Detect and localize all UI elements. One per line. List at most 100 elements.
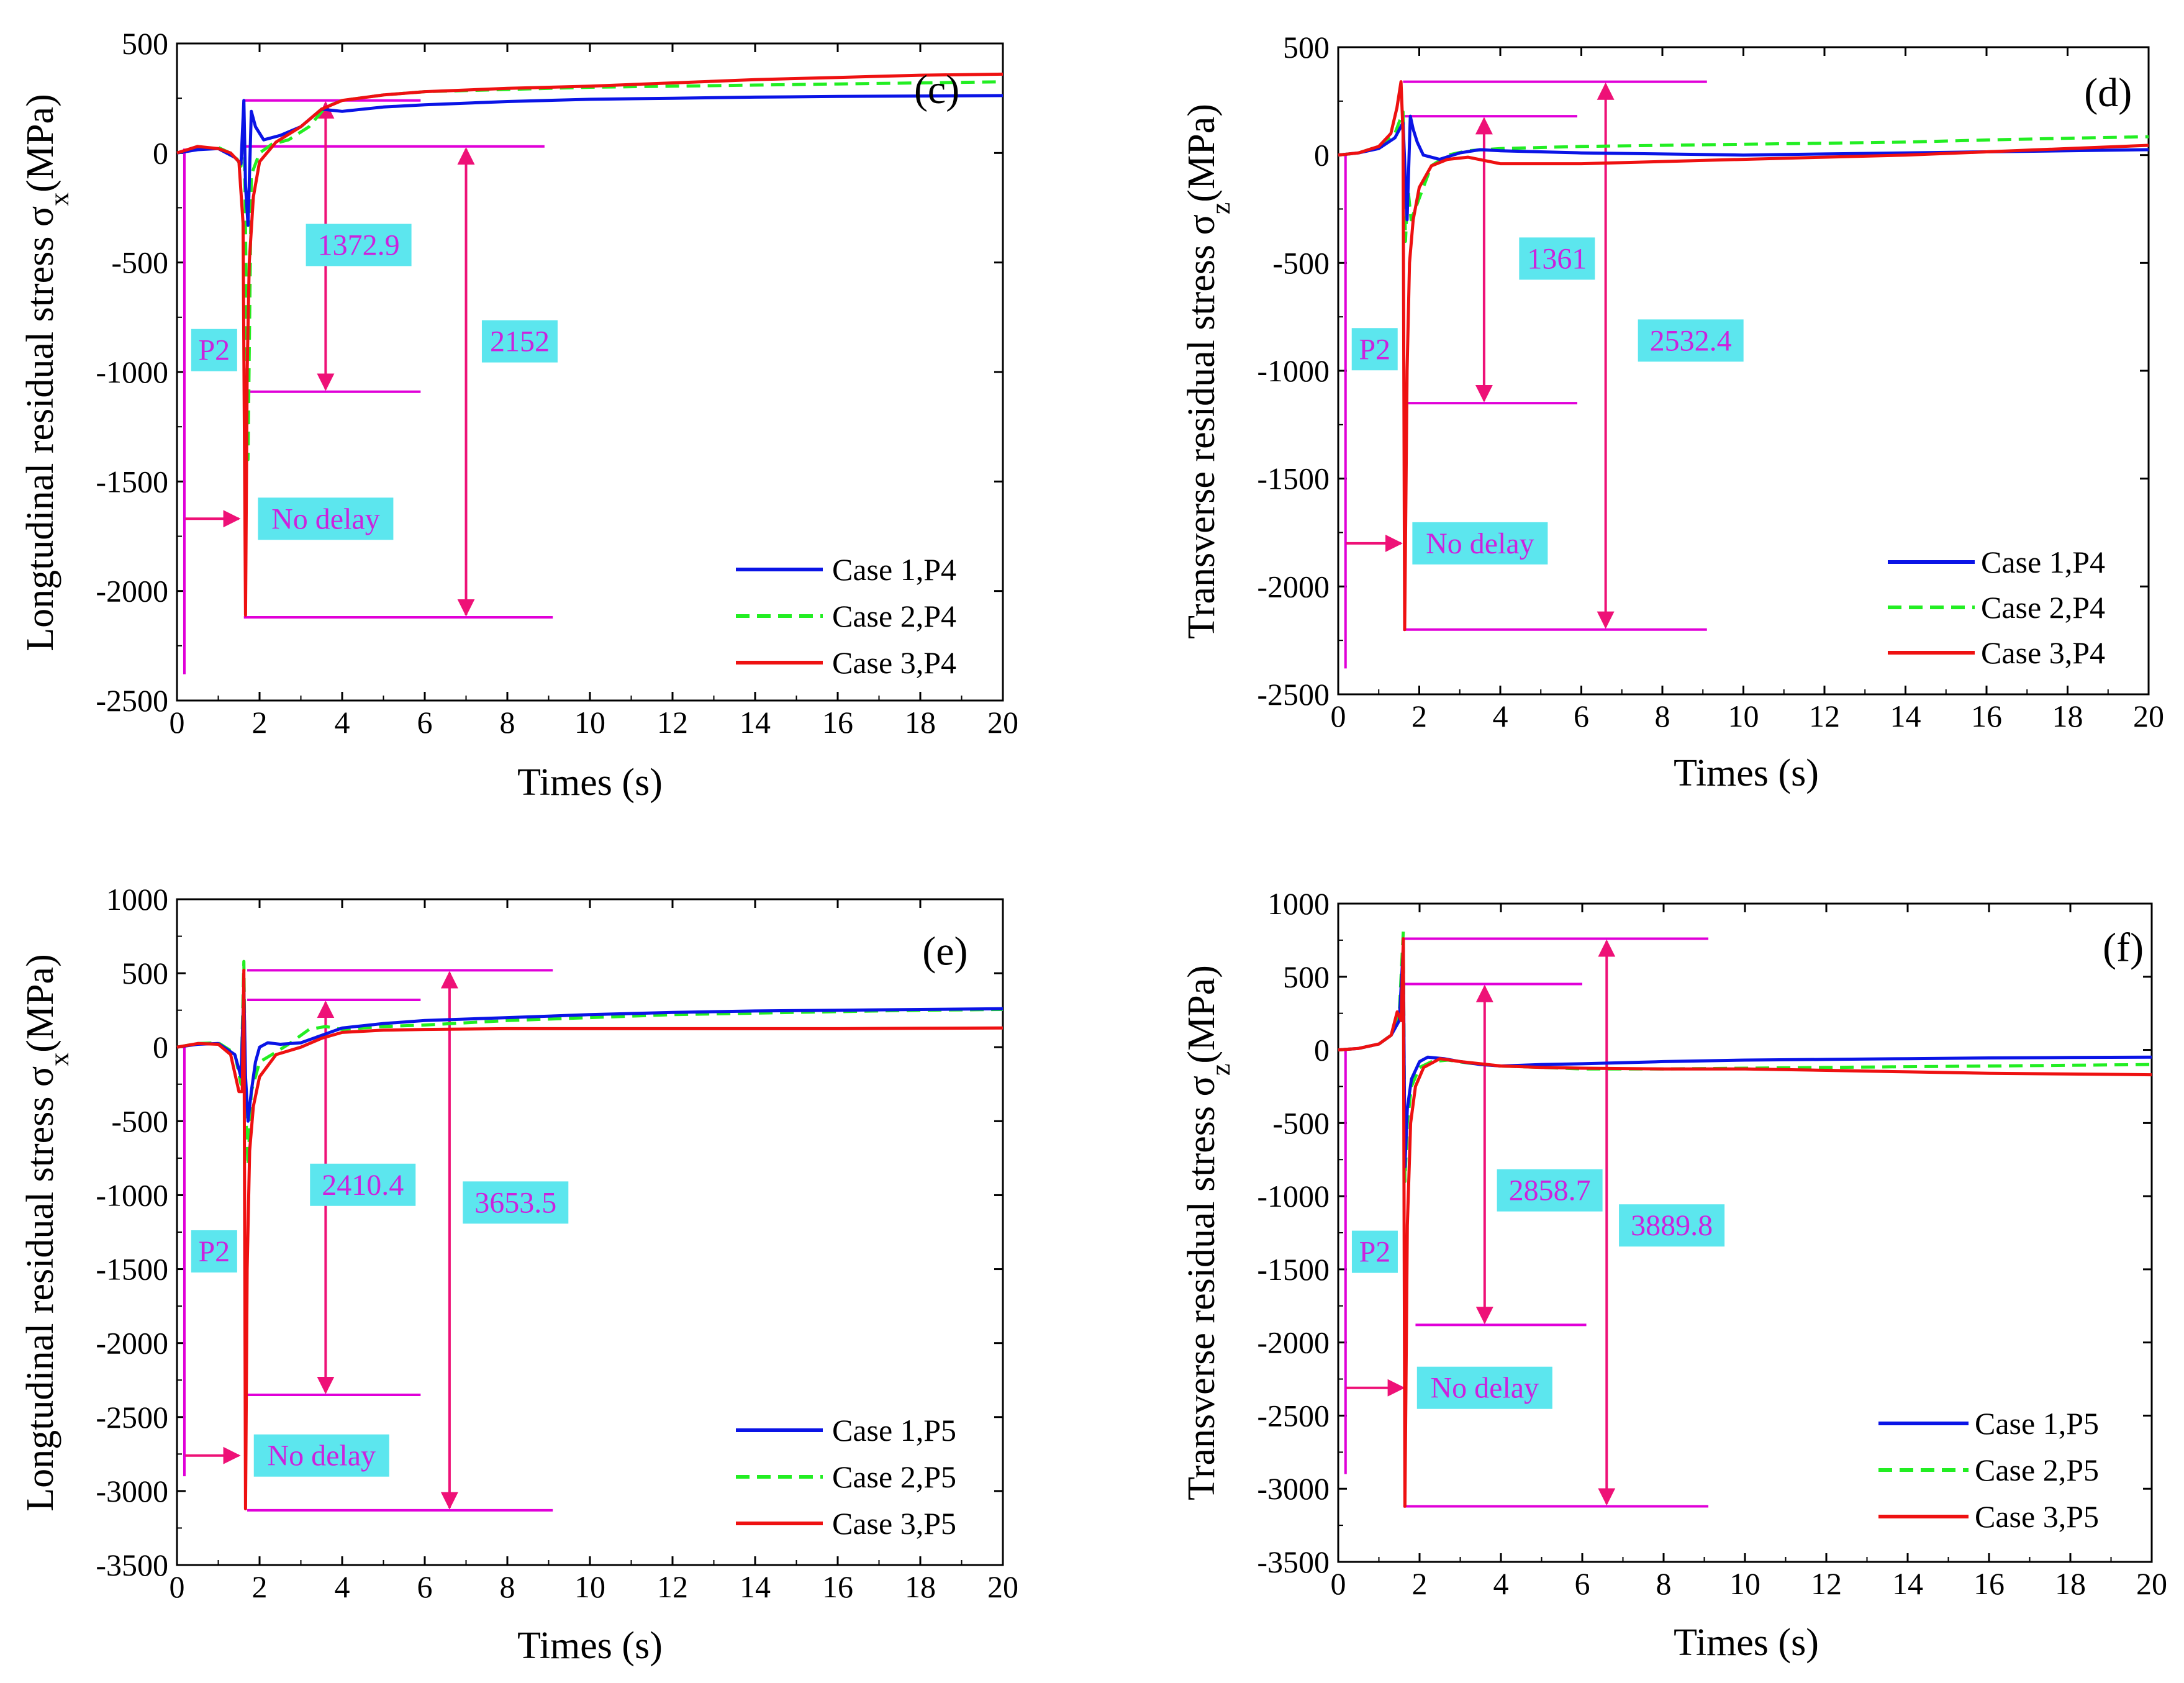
inner-range-label-text: 2410.4 xyxy=(322,1169,404,1202)
no-delay-label-text: No delay xyxy=(271,502,380,535)
y-tick-label: 500 xyxy=(122,26,168,61)
legend-entry-case2: Case 2,P5 xyxy=(832,1459,956,1494)
x-axis-title: Times (s) xyxy=(517,761,663,804)
inner-range-label-text: 1372.9 xyxy=(318,229,400,261)
x-tick-label: 12 xyxy=(1809,699,1840,733)
inner-range-label: 2858.7 xyxy=(1497,1169,1603,1212)
x-tick-label: 4 xyxy=(1493,1566,1509,1601)
x-tick-label: 16 xyxy=(822,1569,853,1604)
x-tick-label: 0 xyxy=(170,1569,185,1604)
chart-panel-c: 0 2 4 6 8 10 12 14 16 18 20 500 0 -500 -1000 -1500 -2000… xyxy=(19,26,1018,804)
inner-range-label: 2410.4 xyxy=(310,1163,416,1206)
legend-entry-case3: Case 3,P4 xyxy=(1981,635,2105,670)
y-tick-label: -1000 xyxy=(1257,353,1330,388)
inner-range-label-text: 1361 xyxy=(1527,242,1587,275)
y-tick-label: -2500 xyxy=(96,1400,168,1435)
p2-label-text: P2 xyxy=(198,334,230,367)
x-axis-title: Times (s) xyxy=(517,1625,663,1667)
legend-entry-case1: Case 1,P4 xyxy=(1981,545,2105,579)
outer-range-label: 2532.4 xyxy=(1638,319,1744,362)
y-tick-label: -3000 xyxy=(1257,1471,1330,1506)
legend-entry-case2: Case 2,P5 xyxy=(1975,1453,2099,1487)
series-line-case2 xyxy=(1338,110,2149,243)
x-tick-label: 18 xyxy=(2052,699,2083,733)
y-axis-title: Longtudinal residual stress σx(MPa) xyxy=(19,94,75,651)
x-tick-label: 18 xyxy=(905,705,936,740)
y-tick-label: 500 xyxy=(122,956,168,991)
outer-range-label: 3653.5 xyxy=(463,1181,569,1224)
x-tick-label: 6 xyxy=(417,705,433,740)
legend-entry-case2: Case 2,P4 xyxy=(832,599,956,633)
inner-range-label-box xyxy=(1519,237,1595,280)
no-delay-label: No delay xyxy=(258,497,394,540)
p2-label: P2 xyxy=(1351,328,1398,371)
y-tick-label: -500 xyxy=(111,245,168,280)
chart-panel-f: 0 2 4 6 8 10 12 14 16 18 20 1000 500 0 -500 -1000 -1500 -… xyxy=(1180,886,2167,1664)
y-tick-label: -2500 xyxy=(1257,1398,1330,1433)
series-line-case2 xyxy=(176,80,1004,461)
x-tick-label: 8 xyxy=(500,705,515,740)
legend-entry-case1: Case 1,P4 xyxy=(832,552,956,587)
x-tick-label: 0 xyxy=(1331,1566,1346,1601)
y-tick-label: 0 xyxy=(153,135,168,170)
series-line-case1 xyxy=(1338,114,2149,222)
x-tick-label: 6 xyxy=(417,1569,433,1604)
y-axis-title: Transverse residual stress σz(MPa) xyxy=(1180,104,1236,639)
y-axis-title-main: Transverse residual stress σ xyxy=(1180,1076,1223,1500)
y-axis-title-subscript: z xyxy=(1205,202,1236,215)
outer-range-label-box xyxy=(481,320,558,363)
y-axis-title-unit: (MPa) xyxy=(19,954,61,1052)
inner-range-label-box xyxy=(310,1163,416,1206)
p2-label-text: P2 xyxy=(198,1235,230,1268)
x-tick-label: 8 xyxy=(500,1569,515,1604)
p2-label: P2 xyxy=(1351,1230,1398,1273)
legend: Case 1,P5 Case 2,P5 Case 3,P5 xyxy=(1878,1406,2099,1534)
inner-range-label-text: 2858.7 xyxy=(1509,1174,1591,1207)
series-line-case1 xyxy=(1338,946,2152,1169)
legend-entry-case1: Case 1,P5 xyxy=(832,1413,956,1448)
y-axis-title-main: Longtudinal residual stress σ xyxy=(19,206,61,651)
no-delay-label-box xyxy=(1416,1366,1552,1409)
y-tick-label: -1000 xyxy=(96,355,168,389)
no-delay-label-box xyxy=(258,497,394,540)
inner-range-label: 1372.9 xyxy=(306,224,412,266)
y-tick-label: 1000 xyxy=(1267,886,1330,921)
x-tick-label: 2 xyxy=(252,1569,268,1604)
x-tick-label: 12 xyxy=(657,705,688,740)
x-tick-label: 10 xyxy=(1728,699,1759,733)
y-axis-title-subscript: x xyxy=(44,193,75,206)
series-line-case1 xyxy=(176,94,1004,227)
y-tick-label: -500 xyxy=(1272,1105,1330,1140)
series-line-case1 xyxy=(176,986,1004,1123)
y-tick-label: 0 xyxy=(153,1030,168,1064)
y-axis-title: Longtudinal residual stress σx(MPa) xyxy=(19,954,75,1511)
no-delay-label: No delay xyxy=(1412,522,1548,565)
legend-entry-case3: Case 3,P5 xyxy=(1975,1499,2099,1534)
x-tick-label: 6 xyxy=(1574,699,1589,733)
outer-range-label-text: 2152 xyxy=(490,325,550,358)
legend-entry-case2: Case 2,P4 xyxy=(1981,590,2105,625)
y-tick-label: 1000 xyxy=(106,882,168,917)
y-axis-title-subscript: x xyxy=(44,1053,75,1066)
legend: Case 1,P4 Case 2,P4 Case 3,P4 xyxy=(1888,545,2105,670)
no-delay-label-box xyxy=(253,1434,389,1477)
y-tick-label: -2000 xyxy=(96,1326,168,1361)
x-tick-label: 20 xyxy=(2136,1566,2167,1601)
x-tick-label: 18 xyxy=(905,1569,936,1604)
y-axis-title-unit: (MPa) xyxy=(19,94,61,192)
y-tick-label: -500 xyxy=(1272,245,1330,280)
x-tick-label: 8 xyxy=(1656,1566,1672,1601)
p2-label-box xyxy=(191,329,237,371)
y-tick-label: -2000 xyxy=(1257,569,1330,604)
x-tick-label: 2 xyxy=(1412,1566,1428,1601)
y-tick-label: -3500 xyxy=(1257,1545,1330,1579)
outer-range-label-box xyxy=(1619,1204,1725,1247)
x-tick-label: 2 xyxy=(252,705,268,740)
x-axis-title: Times (s) xyxy=(1674,752,1819,794)
no-delay-label: No delay xyxy=(253,1434,389,1477)
y-tick-label: 0 xyxy=(1314,1033,1330,1068)
legend-entry-case3: Case 3,P4 xyxy=(832,645,956,680)
x-tick-label: 20 xyxy=(987,1569,1018,1604)
x-tick-label: 14 xyxy=(1892,1566,1923,1601)
